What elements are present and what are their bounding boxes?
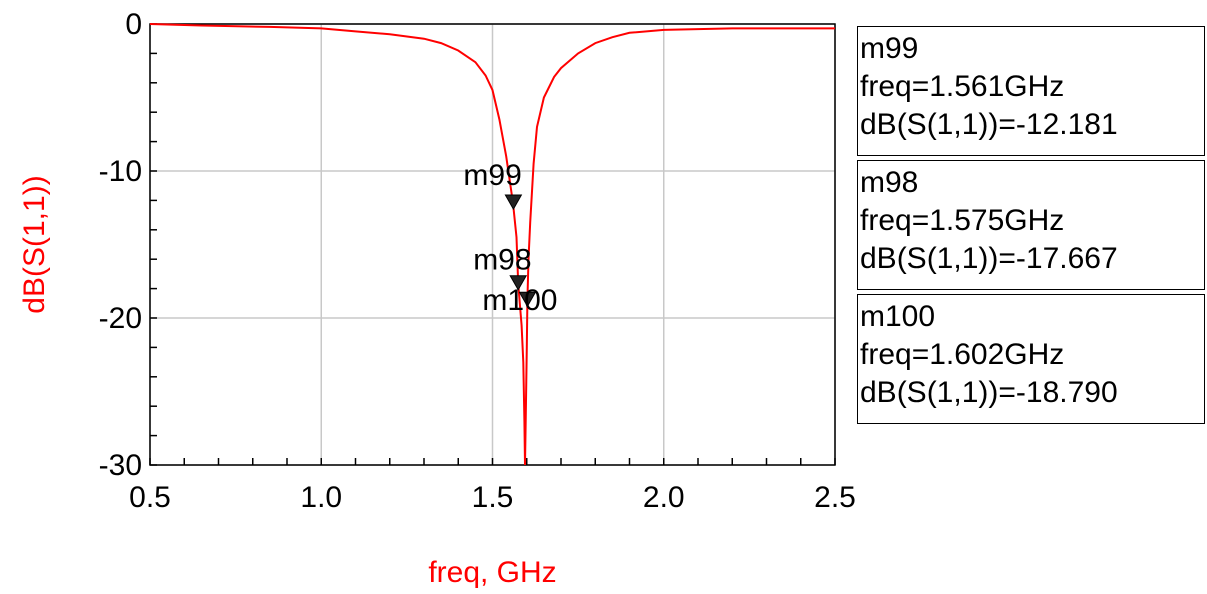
marker-readout-freq: freq=1.561GHz <box>860 68 1204 106</box>
marker-readout-freq: freq=1.575GHz <box>860 202 1204 240</box>
x-axis-ticks: 0.5 1.0 1.5 2.0 2.5 <box>129 481 856 514</box>
marker-readout-name: m98 <box>860 164 1204 202</box>
y-tick-label: -20 <box>99 302 142 335</box>
y-tick-label: -10 <box>99 155 142 188</box>
x-tick-label: 0.5 <box>129 481 171 514</box>
marker-readout-value: dB(S(1,1))=-17.667 <box>860 240 1204 278</box>
marker-readout-m99[interactable]: m99 freq=1.561GHz dB(S(1,1))=-12.181 <box>857 26 1205 156</box>
marker-readout-value: dB(S(1,1))=-18.790 <box>860 374 1204 412</box>
marker-layer: m99 m98 m100 <box>463 159 557 317</box>
marker-readout-name: m99 <box>860 30 1204 68</box>
marker-readout-value: dB(S(1,1))=-12.181 <box>860 106 1204 144</box>
x-axis-title: freq, GHz <box>428 556 556 589</box>
marker-readout-name: m100 <box>860 298 1204 336</box>
y-tick-label: -30 <box>99 449 142 482</box>
marker-readout-m98[interactable]: m98 freq=1.575GHz dB(S(1,1))=-17.667 <box>857 160 1205 290</box>
x-tick-label: 2.5 <box>814 481 856 514</box>
y-axis-ticks: 0 -10 -20 -30 <box>99 8 142 482</box>
x-tick-label: 1.0 <box>300 481 342 514</box>
marker-label: m99 <box>463 159 521 192</box>
marker-label: m100 <box>482 284 557 317</box>
marker-readout-m100[interactable]: m100 freq=1.602GHz dB(S(1,1))=-18.790 <box>857 294 1205 424</box>
x-tick-label: 1.5 <box>472 481 514 514</box>
marker-readout-freq: freq=1.602GHz <box>860 336 1204 374</box>
marker-triangle-icon <box>505 195 521 209</box>
x-tick-label: 2.0 <box>643 481 685 514</box>
y-tick-label: 0 <box>125 8 142 41</box>
y-axis-title: dB(S(1,1)) <box>18 175 51 313</box>
marker-label: m98 <box>473 244 531 277</box>
